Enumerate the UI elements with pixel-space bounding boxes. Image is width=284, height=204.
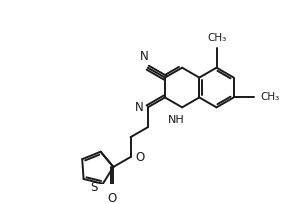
Text: CH₃: CH₃ xyxy=(260,92,279,102)
Text: N: N xyxy=(135,101,143,114)
Text: S: S xyxy=(90,181,97,194)
Text: CH₃: CH₃ xyxy=(207,33,226,43)
Text: O: O xyxy=(135,151,144,163)
Text: O: O xyxy=(108,192,117,204)
Text: N: N xyxy=(140,50,149,63)
Text: NH: NH xyxy=(168,115,184,125)
